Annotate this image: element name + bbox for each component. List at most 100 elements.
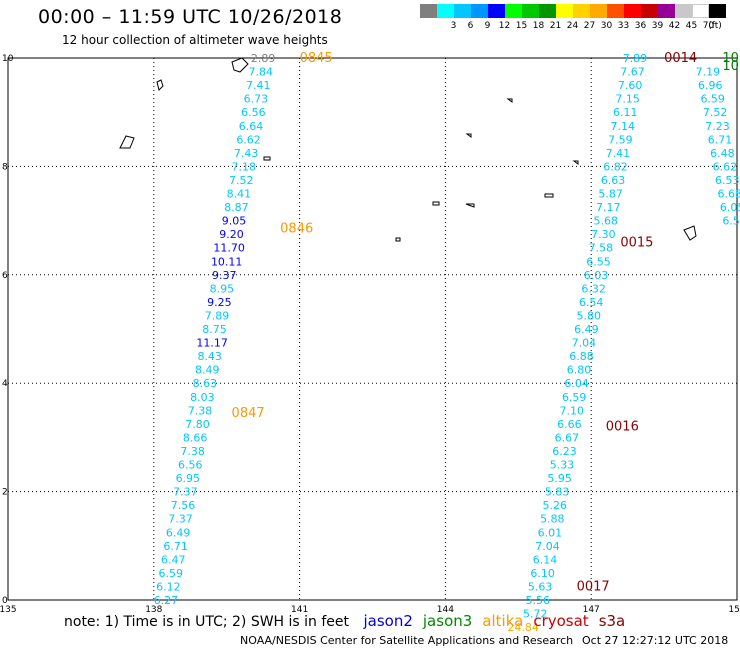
altika-wave-value: 6.95 [176,472,201,485]
pass-time-label: 0015 [620,235,653,250]
altika-wave-value: 7.37 [168,513,193,526]
scale-label: 36 [634,21,647,31]
scale-label: 24 [566,21,579,31]
latitude-tick-label: 0 [2,596,8,606]
latitude-tick-label: 6 [2,271,8,281]
island-outline [506,98,513,103]
satellite-legend-jason2: jason2 [363,612,413,630]
scale-label: 70 [702,21,715,31]
scale-swatch [556,4,573,18]
cryosat-wave-value: 24.84 [507,621,539,634]
scale-swatch [692,4,709,18]
altika-wave-value: 7.38 [188,404,213,417]
scale-label: 6 [467,21,474,31]
jason3-wave-value: 6.05 [720,201,740,214]
longitude-tick-label: 135 [0,605,17,615]
pass-time-label: 105 [722,59,740,74]
altika-wave-value: 6.27 [154,594,179,607]
pass-time-label: 105 [722,51,740,66]
cryosat-wave-value: 7.14 [611,120,636,133]
altika-wave-value: 9.25 [207,296,232,309]
cryosat-wave-value: 7.04 [572,337,597,350]
scale-swatch [573,4,590,18]
altika-wave-value: 7.52 [229,174,254,187]
altika-wave-value: 7.43 [234,147,259,160]
altika-wave-value: 7.18 [231,160,256,173]
cryosat-wave-value: 6.88 [569,350,594,363]
scale-label: 45 [685,21,698,31]
island-outline [572,160,579,165]
cryosat-wave-value: 6.49 [574,323,599,336]
satellite-legend-altika: altika [482,612,524,630]
jason3-wave-value: 6.62 [713,160,738,173]
cryosat-wave-value: 7.59 [608,133,633,146]
altika-wave-value: 7.37 [173,486,198,499]
cryosat-wave-value: 6.04 [564,377,589,390]
satellite-list: jason2 jason3 altika cryosat s3a [353,612,625,630]
altika-wave-value: 8.49 [195,364,220,377]
longitude-tick-label: 147 [583,605,600,615]
altika-wave-value: 6.56 [241,106,266,119]
altika-wave-value: 6.47 [161,553,186,566]
latitude-tick-label: 10 [2,54,14,64]
altika-wave-value: 6.73 [244,93,269,106]
scale-label: 27 [583,21,596,31]
legend-note: note: 1) Time is in UTC; 2) SWH is in fe… [64,614,350,630]
cryosat-wave-value: 5.88 [540,513,565,526]
cryosat-wave-value: 7.60 [618,79,643,92]
altika-wave-value: 8.63 [193,377,218,390]
latitude-tick-label: 2 [2,488,8,498]
cryosat-wave-value: 6.11 [613,106,638,119]
island-outline [231,57,249,73]
altika-wave-value: 6.12 [156,580,181,593]
altika-wave-value: 10.11 [211,255,243,268]
cryosat-wave-value: 5.56 [525,594,550,607]
altika-wave-value: 11.17 [196,337,228,350]
altika-wave-value: 8.03 [190,391,215,404]
altika-wave-value: 6.56 [178,459,203,472]
cryosat-wave-value: 7.67 [620,66,645,79]
pass-time-label: 0017 [577,579,610,594]
cryosat-wave-value: 5.83 [545,486,570,499]
altika-wave-value: 6.62 [236,133,261,146]
jason3-wave-value: 6.68 [717,188,740,201]
island-outline [544,193,554,198]
jason3-wave-value: 6.58 [722,215,740,228]
credit-text: NOAA/NESDIS Center for Satellite Applica… [240,634,574,647]
scale-swatch [522,4,539,18]
altika-wave-value: 8.75 [202,323,227,336]
scale-swatch [607,4,624,18]
cryosat-wave-value: 6.10 [530,567,555,580]
cryosat-wave-value: 6.32 [581,282,606,295]
island-outline [156,79,164,91]
altika-wave-value: 8.66 [183,431,208,444]
cryosat-wave-value: 6.63 [601,174,626,187]
latitude-tick-label: 8 [2,162,8,172]
scale-label: 33 [617,21,630,31]
altika-wave-value: 8.43 [197,350,222,363]
island-outline [432,201,440,206]
cryosat-wave-value: 5.72 [523,608,548,621]
latitude-tick-label: 4 [2,379,8,389]
satellite-legend-cryosat: cryosat [533,612,589,630]
scale-label: 42 [668,21,681,31]
cryosat-wave-value: 7.41 [606,147,631,160]
cryosat-wave-value: 6.82 [603,160,628,173]
cryosat-wave-value: 6.03 [584,269,609,282]
island-outline [263,156,271,161]
jason3-wave-value: 7.52 [703,106,728,119]
altika-wave-value: 6.64 [239,120,264,133]
pass-time-label: 0845 [300,51,333,66]
cryosat-wave-value: 5.63 [528,580,553,593]
cryosat-wave-value: 7.04 [535,540,560,553]
cryosat-wave-value: 6.54 [579,296,604,309]
scale-swatch [590,4,607,18]
jason3-wave-value: 6.53 [715,174,740,187]
scale-label: 9 [484,21,491,31]
cryosat-wave-value: 7.17 [596,201,621,214]
scale-swatch [420,4,437,18]
scale-swatch [675,4,692,18]
altika-wave-value: 7.38 [180,445,205,458]
scale-swatch [658,4,675,18]
